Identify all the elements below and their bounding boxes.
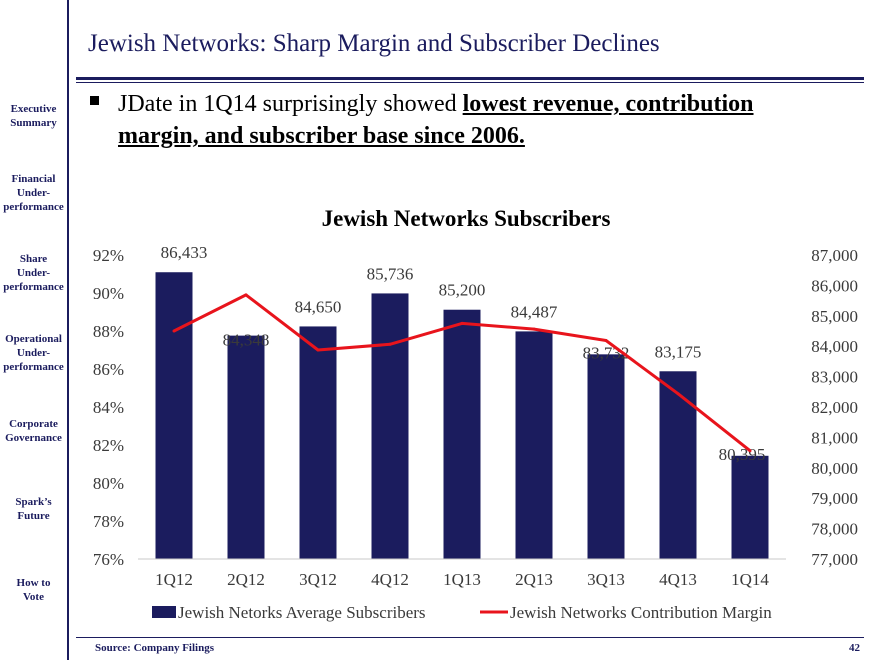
- x-axis-tick: 4Q13: [659, 570, 697, 589]
- bar-value-label: 85,200: [439, 281, 486, 300]
- sidebar-divider: [67, 0, 69, 660]
- sidebar-item-corporate-governance[interactable]: Corporate Governance: [5, 418, 62, 444]
- legend-label-subscribers: Jewish Netorks Average Subscribers: [178, 603, 426, 622]
- chart-title: Jewish Networks Subscribers: [322, 206, 611, 231]
- bar-2Q13: [515, 331, 553, 559]
- x-axis-tick: 4Q12: [371, 570, 409, 589]
- page-title: Jewish Networks: Sharp Margin and Subscr…: [88, 30, 660, 57]
- x-axis-tick: 1Q12: [155, 570, 193, 589]
- x-axis-tick: 2Q12: [227, 570, 265, 589]
- bullet-highlight: lowest revenue, contribution margin, and…: [118, 91, 754, 149]
- legend-label-margin: Jewish Networks Contribution Margin: [510, 603, 772, 622]
- x-axis-tick: 3Q13: [587, 570, 625, 589]
- sidebar-item-executive-summary[interactable]: Executive Summary: [10, 103, 57, 129]
- right-axis-tick: 78,000: [811, 520, 858, 539]
- bar-4Q13: [659, 371, 697, 559]
- left-axis-tick: 78%: [93, 512, 124, 531]
- bar-value-label: 86,433: [161, 243, 208, 262]
- left-axis-tick: 88%: [93, 322, 124, 341]
- bar-value-label: 84,650: [295, 297, 342, 316]
- sidebar-item-operational-underperformance[interactable]: Operational Under- performance: [3, 333, 64, 373]
- margin-point-4Q13: [676, 392, 680, 396]
- right-axis-tick: 84,000: [811, 337, 858, 356]
- legend-swatch-subscribers: [152, 606, 176, 618]
- bar-2Q12: [227, 335, 265, 559]
- right-axis-tick: 87,000: [811, 246, 858, 265]
- margin-point-1Q13: [460, 321, 464, 325]
- left-axis-tick: 76%: [93, 550, 124, 569]
- right-axis-tick: 86,000: [811, 276, 858, 295]
- bar-value-label: 83,175: [655, 342, 702, 361]
- right-axis-tick: 81,000: [811, 428, 858, 447]
- bullet-square-icon: [90, 96, 99, 105]
- margin-point-2Q13: [532, 327, 536, 331]
- left-axis-tick: 92%: [93, 246, 124, 265]
- right-axis-tick: 77,000: [811, 550, 858, 569]
- left-axis-tick: 90%: [93, 284, 124, 303]
- footer-source: Source: Company Filings: [95, 642, 214, 654]
- margin-point-3Q13: [604, 339, 608, 342]
- sidebar-item-share-underperformance[interactable]: Share Under- performance: [3, 253, 64, 293]
- bar-3Q13: [587, 354, 625, 559]
- bullet-text: JDate in 1Q14 surprisingly showed lowest…: [118, 88, 818, 152]
- bar-value-label: 84,348: [223, 331, 270, 350]
- x-axis-tick: 1Q14: [731, 570, 769, 589]
- x-axis-tick: 1Q13: [443, 570, 481, 589]
- left-axis-tick: 82%: [93, 436, 124, 455]
- bar-value-label: 80,395: [719, 445, 766, 464]
- margin-point-1Q12: [172, 329, 176, 333]
- sidebar-item-sparks-future[interactable]: Spark’s Future: [15, 496, 52, 522]
- x-axis-tick: 2Q13: [515, 570, 553, 589]
- margin-point-1Q14: [748, 449, 752, 453]
- bar-1Q12: [155, 272, 193, 559]
- bar-value-label: 85,736: [367, 264, 414, 283]
- right-axis-tick: 80,000: [811, 459, 858, 478]
- left-axis-tick: 80%: [93, 474, 124, 493]
- right-axis-tick: 85,000: [811, 307, 858, 326]
- margin-point-2Q12: [244, 293, 248, 297]
- sidebar-nav: Executive Summary Financial Under- perfo…: [0, 0, 67, 660]
- left-axis-tick: 84%: [93, 398, 124, 417]
- sidebar-item-how-to-vote[interactable]: How to Vote: [16, 577, 51, 603]
- bar-1Q14: [731, 455, 769, 559]
- page-number: 42: [849, 642, 860, 654]
- bar-3Q12: [299, 326, 337, 559]
- right-axis-tick: 83,000: [811, 368, 858, 387]
- right-axis-tick: 79,000: [811, 489, 858, 508]
- left-axis-tick: 86%: [93, 360, 124, 379]
- footer-rule: [76, 637, 864, 638]
- margin-point-3Q12: [316, 348, 320, 352]
- sidebar-item-financial-underperformance[interactable]: Financial Under- performance: [3, 173, 64, 213]
- x-axis-tick: 3Q12: [299, 570, 337, 589]
- title-rule-thin: [76, 82, 864, 83]
- bar-1Q13: [443, 309, 481, 559]
- right-axis-tick: 82,000: [811, 398, 858, 417]
- bar-4Q12: [371, 293, 409, 559]
- bar-value-label: 84,487: [511, 302, 558, 321]
- margin-point-4Q12: [388, 342, 392, 346]
- title-rule: [76, 77, 864, 80]
- bullet-prefix: JDate in 1Q14 surprisingly showed: [118, 91, 463, 117]
